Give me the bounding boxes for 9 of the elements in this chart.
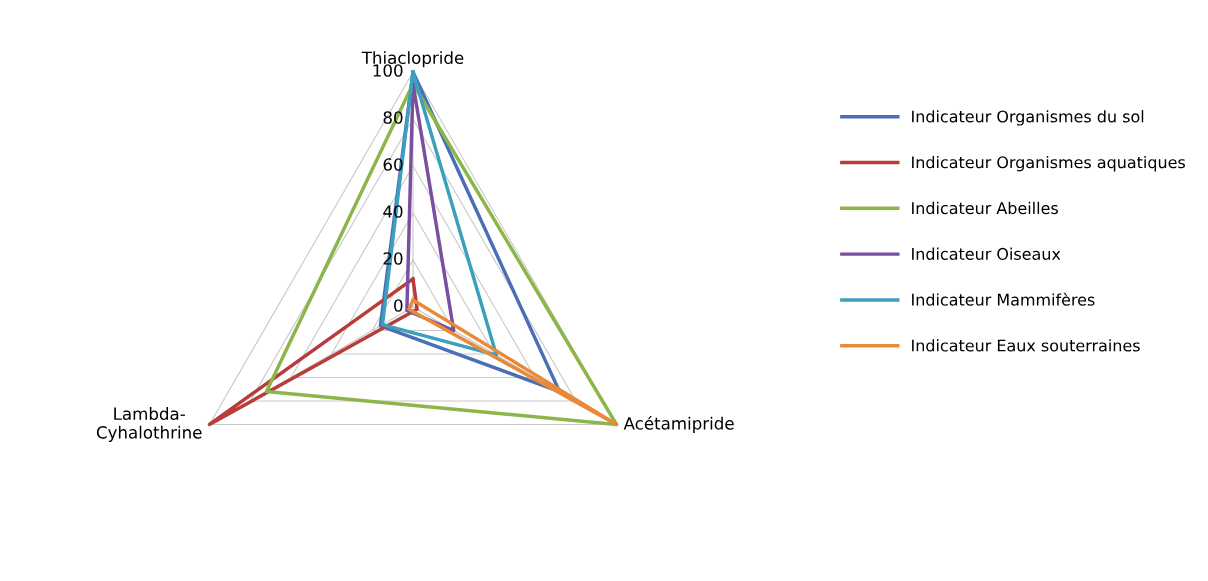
legend-label: Indicateur Abeilles — [912, 201, 1058, 215]
spoke-label: Lambda- Cyhalothrine — [96, 407, 202, 442]
legend-label: Indicateur Mammifères — [912, 292, 1095, 306]
legend-label: Indicateur Oiseaux — [912, 247, 1061, 260]
legend-label: Indicateur Organismes aquatiques — [912, 155, 1185, 172]
legend-label: Indicateur Organismes du sol — [912, 110, 1144, 126]
spoke-label: Acétamipride — [623, 416, 734, 433]
y-tick-label: 0 — [394, 299, 403, 312]
legend-label: Indicateur Eaux souterraines — [912, 339, 1140, 352]
